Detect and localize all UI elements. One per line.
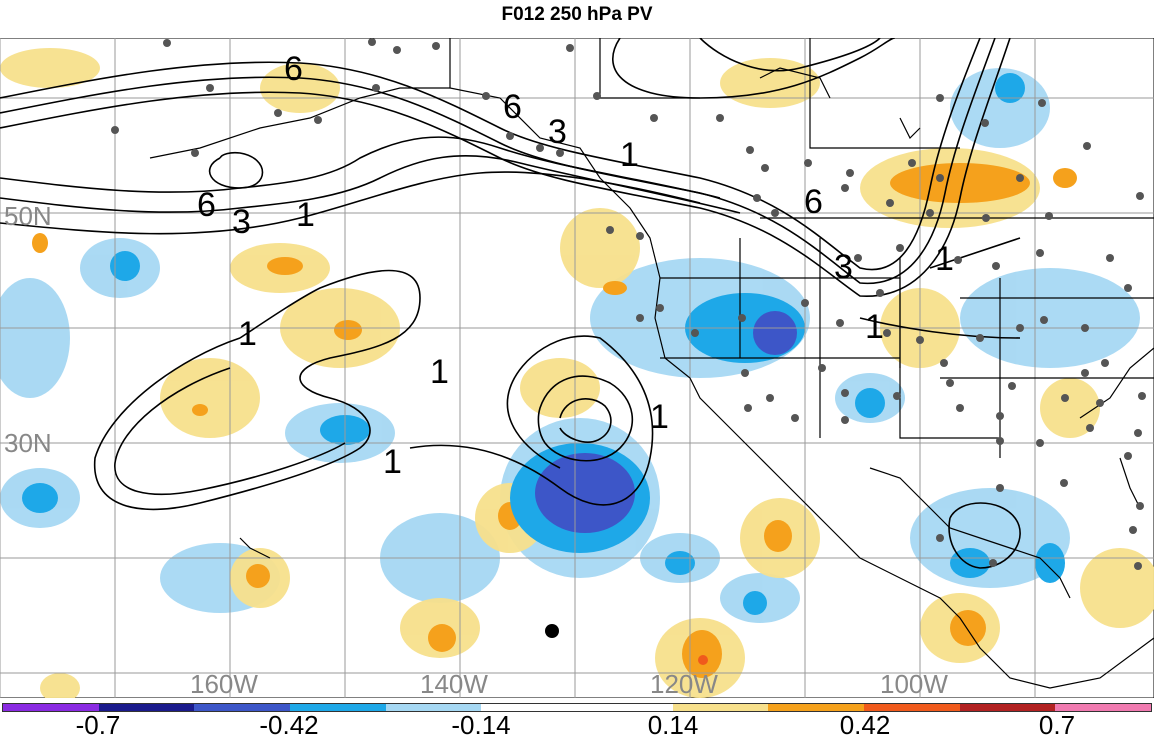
lon-label-160w: 160W xyxy=(190,669,258,698)
colorbar-label: -0.42 xyxy=(259,710,319,740)
lat-label-50n: 50N xyxy=(4,201,52,231)
colorbar-label: 0.42 xyxy=(839,710,891,740)
colorbar-segment xyxy=(98,704,195,711)
contour-labels: 6 6 3 1 6 3 1 6 3 1 1 1 1 1 1 xyxy=(197,50,954,481)
colorbar-segment xyxy=(959,704,1056,711)
coastlines xyxy=(149,38,1154,689)
colorbar-segment xyxy=(481,704,578,711)
colorbar-label: -0.14 xyxy=(451,710,511,740)
pv-map: 6 6 3 1 6 3 1 6 3 1 1 1 1 1 1 xyxy=(0,38,1154,698)
station-dots xyxy=(111,38,1146,570)
colorbar-segment xyxy=(672,704,769,711)
colorbar-segment xyxy=(385,704,482,711)
contour-label: 6 xyxy=(284,50,303,88)
contour-label: 1 xyxy=(620,136,639,174)
colorbar-segment xyxy=(768,704,865,711)
contour-label: 1 xyxy=(650,398,669,436)
lon-label-120w: 120W xyxy=(650,669,718,698)
contour-label: 1 xyxy=(238,315,257,353)
contour-label: 6 xyxy=(197,186,216,224)
contour-label: 6 xyxy=(804,183,823,221)
positive-pv-orange-patches xyxy=(32,163,1077,678)
lon-labels: 160W 140W 120W 100W xyxy=(190,669,948,698)
colorbar-segment xyxy=(3,704,99,711)
contour-label: 6 xyxy=(503,88,522,126)
map-title: F012 250 hPa PV xyxy=(501,4,653,25)
contour-label: 1 xyxy=(865,308,884,346)
contour-label: 1 xyxy=(383,443,402,481)
pv-contours xyxy=(0,38,1021,569)
colorbar xyxy=(2,703,1152,712)
colorbar-segment xyxy=(194,704,291,711)
negative-pv-dark-patches xyxy=(535,311,797,533)
colorbar-segment xyxy=(864,704,960,711)
colorbar-labels: -0.7 -0.42 -0.14 0.14 0.42 0.7 xyxy=(0,710,1154,740)
lon-label-100w: 100W xyxy=(880,669,948,698)
contour-label: 1 xyxy=(296,196,315,234)
colorbar-segment xyxy=(1055,704,1152,711)
colorbar-label: -0.7 xyxy=(75,710,121,740)
observation-marker-black-dot xyxy=(545,624,559,638)
contour-label: 3 xyxy=(548,113,567,151)
positive-pv-red-patch xyxy=(698,655,708,665)
contour-label: 3 xyxy=(834,248,853,286)
contour-label: 1 xyxy=(430,353,449,391)
lat-labels: 50N 30N xyxy=(4,201,52,458)
lon-label-140w: 140W xyxy=(420,669,488,698)
colorbar-segment xyxy=(290,704,386,711)
colorbar-label: 0.14 xyxy=(647,710,699,740)
colorbar-segment xyxy=(577,704,673,711)
contour-label: 3 xyxy=(232,203,251,241)
contour-label: 1 xyxy=(935,240,954,278)
colorbar-label: 0.7 xyxy=(1038,710,1076,740)
lat-label-30n: 30N xyxy=(4,428,52,458)
